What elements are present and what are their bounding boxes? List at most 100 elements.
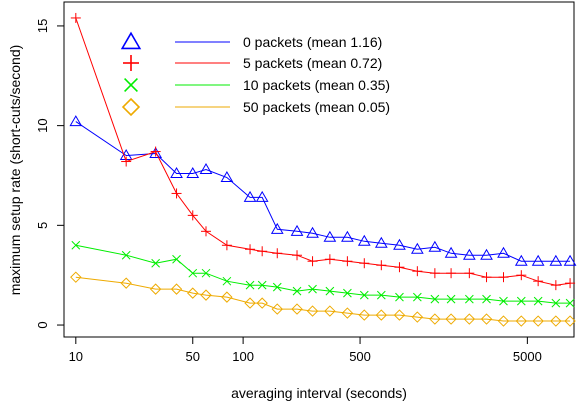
data-point [272, 248, 283, 259]
data-point [71, 240, 81, 250]
data-point [395, 292, 404, 302]
data-point [393, 309, 406, 321]
legend-entry: 50 packets (mean 0.05) [121, 97, 390, 117]
legend: 0 packets (mean 1.16) 5 packets (mean 0.7… [120, 31, 390, 117]
data-point [498, 272, 509, 283]
data-point [187, 287, 199, 299]
data-point [564, 315, 576, 327]
data-point [444, 246, 458, 258]
data-point [430, 294, 440, 304]
data-point [464, 294, 474, 304]
series-line [75, 121, 571, 262]
data-point [324, 305, 336, 317]
plot-frame [63, 1, 575, 338]
data-point [497, 246, 510, 258]
data-point [514, 254, 528, 266]
legend-marker [120, 31, 142, 50]
data-point [376, 290, 386, 300]
data-point [306, 226, 319, 238]
data-point [551, 298, 561, 308]
data-point [445, 313, 457, 325]
data-point [306, 305, 319, 317]
legend-entry: 0 packets (mean 1.16) [120, 31, 382, 50]
legend-entry: 5 packets (mean 0.72) [122, 54, 382, 71]
y-tick-label: 0 [35, 321, 50, 328]
data-point [412, 266, 423, 277]
data-point [531, 254, 545, 266]
legend-entry: 10 packets (mean 0.35) [124, 77, 390, 93]
legend-marker [122, 54, 139, 71]
data-point [222, 276, 232, 286]
data-point [411, 311, 424, 323]
data-point [324, 254, 335, 265]
data-point [410, 242, 424, 254]
data-point [516, 270, 527, 281]
data-point [499, 296, 508, 306]
data-point [121, 156, 132, 167]
data-point [446, 294, 456, 304]
data-point [290, 224, 304, 236]
x-tick-label: 10 [69, 349, 83, 364]
data-point [342, 256, 353, 267]
data-point [549, 254, 563, 266]
data-point [359, 290, 369, 300]
data-point [200, 289, 212, 301]
data-point [199, 163, 213, 174]
y-tick-label: 15 [35, 19, 50, 33]
data-point [272, 282, 282, 292]
data-point [341, 230, 354, 242]
data-point [358, 309, 370, 321]
data-point [257, 280, 267, 290]
data-point [481, 272, 492, 283]
data-point [357, 234, 371, 246]
data-point [565, 298, 575, 308]
data-point [462, 248, 476, 260]
data-point [256, 297, 268, 309]
x-tick-label: 50 [186, 349, 200, 364]
data-point [170, 283, 183, 295]
x-axis-label: averaging interval (seconds) [231, 385, 407, 401]
data-point [120, 277, 132, 289]
data-point [271, 303, 283, 315]
data-point [341, 307, 354, 319]
data-point [565, 278, 576, 289]
series-1 [70, 12, 576, 291]
data-point [187, 210, 198, 221]
data-point [221, 240, 232, 251]
series-0 [69, 115, 577, 266]
y-axis: 0 5 10 15 [35, 19, 64, 329]
data-point [533, 276, 544, 287]
series-line [75, 276, 571, 322]
data-point [374, 236, 388, 248]
data-point [482, 294, 491, 304]
data-point [464, 268, 475, 279]
series-3 [70, 271, 576, 327]
data-point [245, 280, 255, 290]
data-point [393, 238, 406, 250]
data-point [170, 166, 183, 178]
data-point [69, 115, 83, 127]
data-point [429, 313, 441, 325]
data-point [325, 286, 335, 296]
data-point [221, 291, 233, 303]
x-tick-label: 5000 [513, 349, 542, 364]
data-point [359, 258, 370, 269]
legend-label: 5 packets (mean 0.72) [243, 55, 382, 71]
data-point [70, 271, 82, 283]
data-point [323, 230, 337, 242]
data-point [201, 268, 211, 278]
series-layer [69, 12, 577, 327]
data-point [292, 286, 302, 296]
y-axis-label: maximum setup rate (short-cuts/second) [7, 45, 23, 296]
data-point [257, 246, 268, 257]
data-point [292, 250, 303, 261]
legend-label: 0 packets (mean 1.16) [243, 34, 382, 50]
data-point [532, 315, 544, 327]
data-point [463, 313, 476, 325]
data-point [70, 12, 81, 23]
data-point [244, 297, 256, 309]
data-point [550, 280, 561, 291]
data-point [188, 268, 198, 278]
x-tick-label: 500 [349, 349, 371, 364]
